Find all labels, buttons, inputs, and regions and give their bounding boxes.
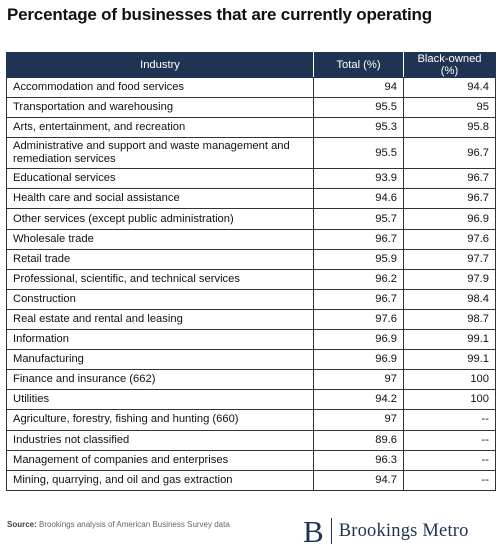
total-cell: 94.2 <box>313 389 404 411</box>
column-header-total: Total (%) <box>313 52 404 78</box>
total-cell: 96.9 <box>313 349 404 371</box>
industry-cell: Information <box>6 329 314 351</box>
black-owned-cell: 99.1 <box>403 329 496 351</box>
table-row: Administrative and support and waste man… <box>6 137 496 170</box>
total-cell: 97 <box>313 409 404 431</box>
logo-divider <box>330 518 332 544</box>
table-row: Utilities 94.2 100 <box>6 389 496 411</box>
logo-text: Brookings Metro <box>338 520 469 541</box>
industry-cell: Manufacturing <box>6 349 314 371</box>
industry-cell: Agriculture, forestry, fishing and hunti… <box>6 409 314 431</box>
table-row: Arts, entertainment, and recreation 95.3 9… <box>6 117 496 139</box>
black-owned-cell: -- <box>403 409 496 431</box>
table-row: Professional, scientific, and technical … <box>6 268 496 290</box>
total-cell: 96.2 <box>313 268 404 290</box>
table-row: Agriculture, forestry, fishing and hunti… <box>6 409 496 431</box>
source-note: Source: Brookings analysis of American B… <box>7 520 230 529</box>
table-row: Mining, quarrying, and oil and gas extra… <box>6 469 496 491</box>
table-row: Health care and social assistance 94.6 96.… <box>6 188 496 210</box>
industry-cell: Professional, scientific, and technical … <box>6 268 314 290</box>
total-cell: 94.7 <box>313 469 404 491</box>
black-owned-cell: 96.7 <box>403 188 496 210</box>
total-cell: 95.9 <box>313 248 404 270</box>
column-header-industry: Industry <box>6 52 314 78</box>
industry-cell: Wholesale trade <box>6 228 314 250</box>
black-owned-cell: 98.7 <box>403 308 496 331</box>
black-owned-cell: -- <box>403 429 496 451</box>
data-table: Industry Total (%) Black-owned (%) Accom… <box>6 52 496 491</box>
column-header-black-owned: Black-owned (%) <box>403 52 496 78</box>
black-owned-cell: -- <box>403 469 496 491</box>
total-cell: 95.5 <box>313 137 404 170</box>
logo-letter: B <box>303 513 324 549</box>
industry-cell: Accommodation and food services <box>6 76 314 99</box>
black-owned-cell: 95.8 <box>403 117 496 139</box>
table-header-row: Industry Total (%) Black-owned (%) <box>6 52 496 78</box>
black-owned-cell: 94.4 <box>403 76 496 99</box>
table-row: Finance and insurance (662) 97 100 <box>6 369 496 391</box>
brookings-metro-logo: B Brookings Metro <box>303 514 469 548</box>
total-cell: 95.7 <box>313 208 404 230</box>
total-cell: 89.6 <box>313 429 404 451</box>
table-body: Accommodation and food services 94 94.4 Tra… <box>6 76 496 491</box>
black-owned-cell: 97.7 <box>403 248 496 270</box>
total-cell: 95.5 <box>313 97 404 119</box>
table-row: Retail trade 95.9 97.7 <box>6 248 496 270</box>
table-row: Construction 96.7 98.4 <box>6 288 496 310</box>
industry-cell: Transportation and warehousing <box>6 97 314 119</box>
total-cell: 96.7 <box>313 228 404 250</box>
black-owned-cell: 96.7 <box>403 137 496 170</box>
industry-cell: Arts, entertainment, and recreation <box>6 117 314 139</box>
table-row: Management of companies and enterprises 9… <box>6 449 496 471</box>
source-label: Source: <box>7 520 37 529</box>
black-owned-cell: 100 <box>403 369 496 391</box>
total-cell: 95.3 <box>313 117 404 139</box>
total-cell: 97.6 <box>313 308 404 331</box>
table-row: Industries not classified 89.6 -- <box>6 429 496 451</box>
industry-cell: Administrative and support and waste man… <box>6 137 314 170</box>
industry-cell: Mining, quarrying, and oil and gas extra… <box>6 469 314 491</box>
total-cell: 94.6 <box>313 188 404 210</box>
black-owned-cell: 99.1 <box>403 349 496 371</box>
total-cell: 96.9 <box>313 329 404 351</box>
black-owned-cell: 100 <box>403 389 496 411</box>
black-owned-cell: 97.6 <box>403 228 496 250</box>
chart-title: Percentage of businesses that are curren… <box>7 5 432 24</box>
industry-cell: Retail trade <box>6 248 314 270</box>
industry-cell: Management of companies and enterprises <box>6 449 314 471</box>
industry-cell: Other services (except public administra… <box>6 208 314 230</box>
black-owned-cell: 95 <box>403 97 496 119</box>
total-cell: 96.3 <box>313 449 404 471</box>
industry-cell: Construction <box>6 288 314 310</box>
table-row: Other services (except public administra… <box>6 208 496 230</box>
table-row: Educational services 93.9 96.7 <box>6 168 496 190</box>
table-row: Accommodation and food services 94 94.4 <box>6 76 496 99</box>
industry-cell: Finance and insurance (662) <box>6 369 314 391</box>
black-owned-cell: 96.9 <box>403 208 496 230</box>
industry-cell: Utilities <box>6 389 314 411</box>
total-cell: 93.9 <box>313 168 404 190</box>
industry-cell: Real estate and rental and leasing <box>6 308 314 331</box>
table-row: Real estate and rental and leasing 97.6 98… <box>6 308 496 331</box>
black-owned-cell: 97.9 <box>403 268 496 290</box>
table-row: Transportation and warehousing 95.5 95 <box>6 97 496 119</box>
table-row: Manufacturing 96.9 99.1 <box>6 349 496 371</box>
source-text: Brookings analysis of American Business … <box>39 520 230 529</box>
total-cell: 97 <box>313 369 404 391</box>
table-row: Wholesale trade 96.7 97.6 <box>6 228 496 250</box>
industry-cell: Health care and social assistance <box>6 188 314 210</box>
table-row: Information 96.9 99.1 <box>6 329 496 351</box>
black-owned-cell: -- <box>403 449 496 471</box>
industry-cell: Educational services <box>6 168 314 190</box>
black-owned-cell: 96.7 <box>403 168 496 190</box>
total-cell: 96.7 <box>313 288 404 310</box>
industry-cell: Industries not classified <box>6 429 314 451</box>
total-cell: 94 <box>313 76 404 99</box>
black-owned-cell: 98.4 <box>403 288 496 310</box>
